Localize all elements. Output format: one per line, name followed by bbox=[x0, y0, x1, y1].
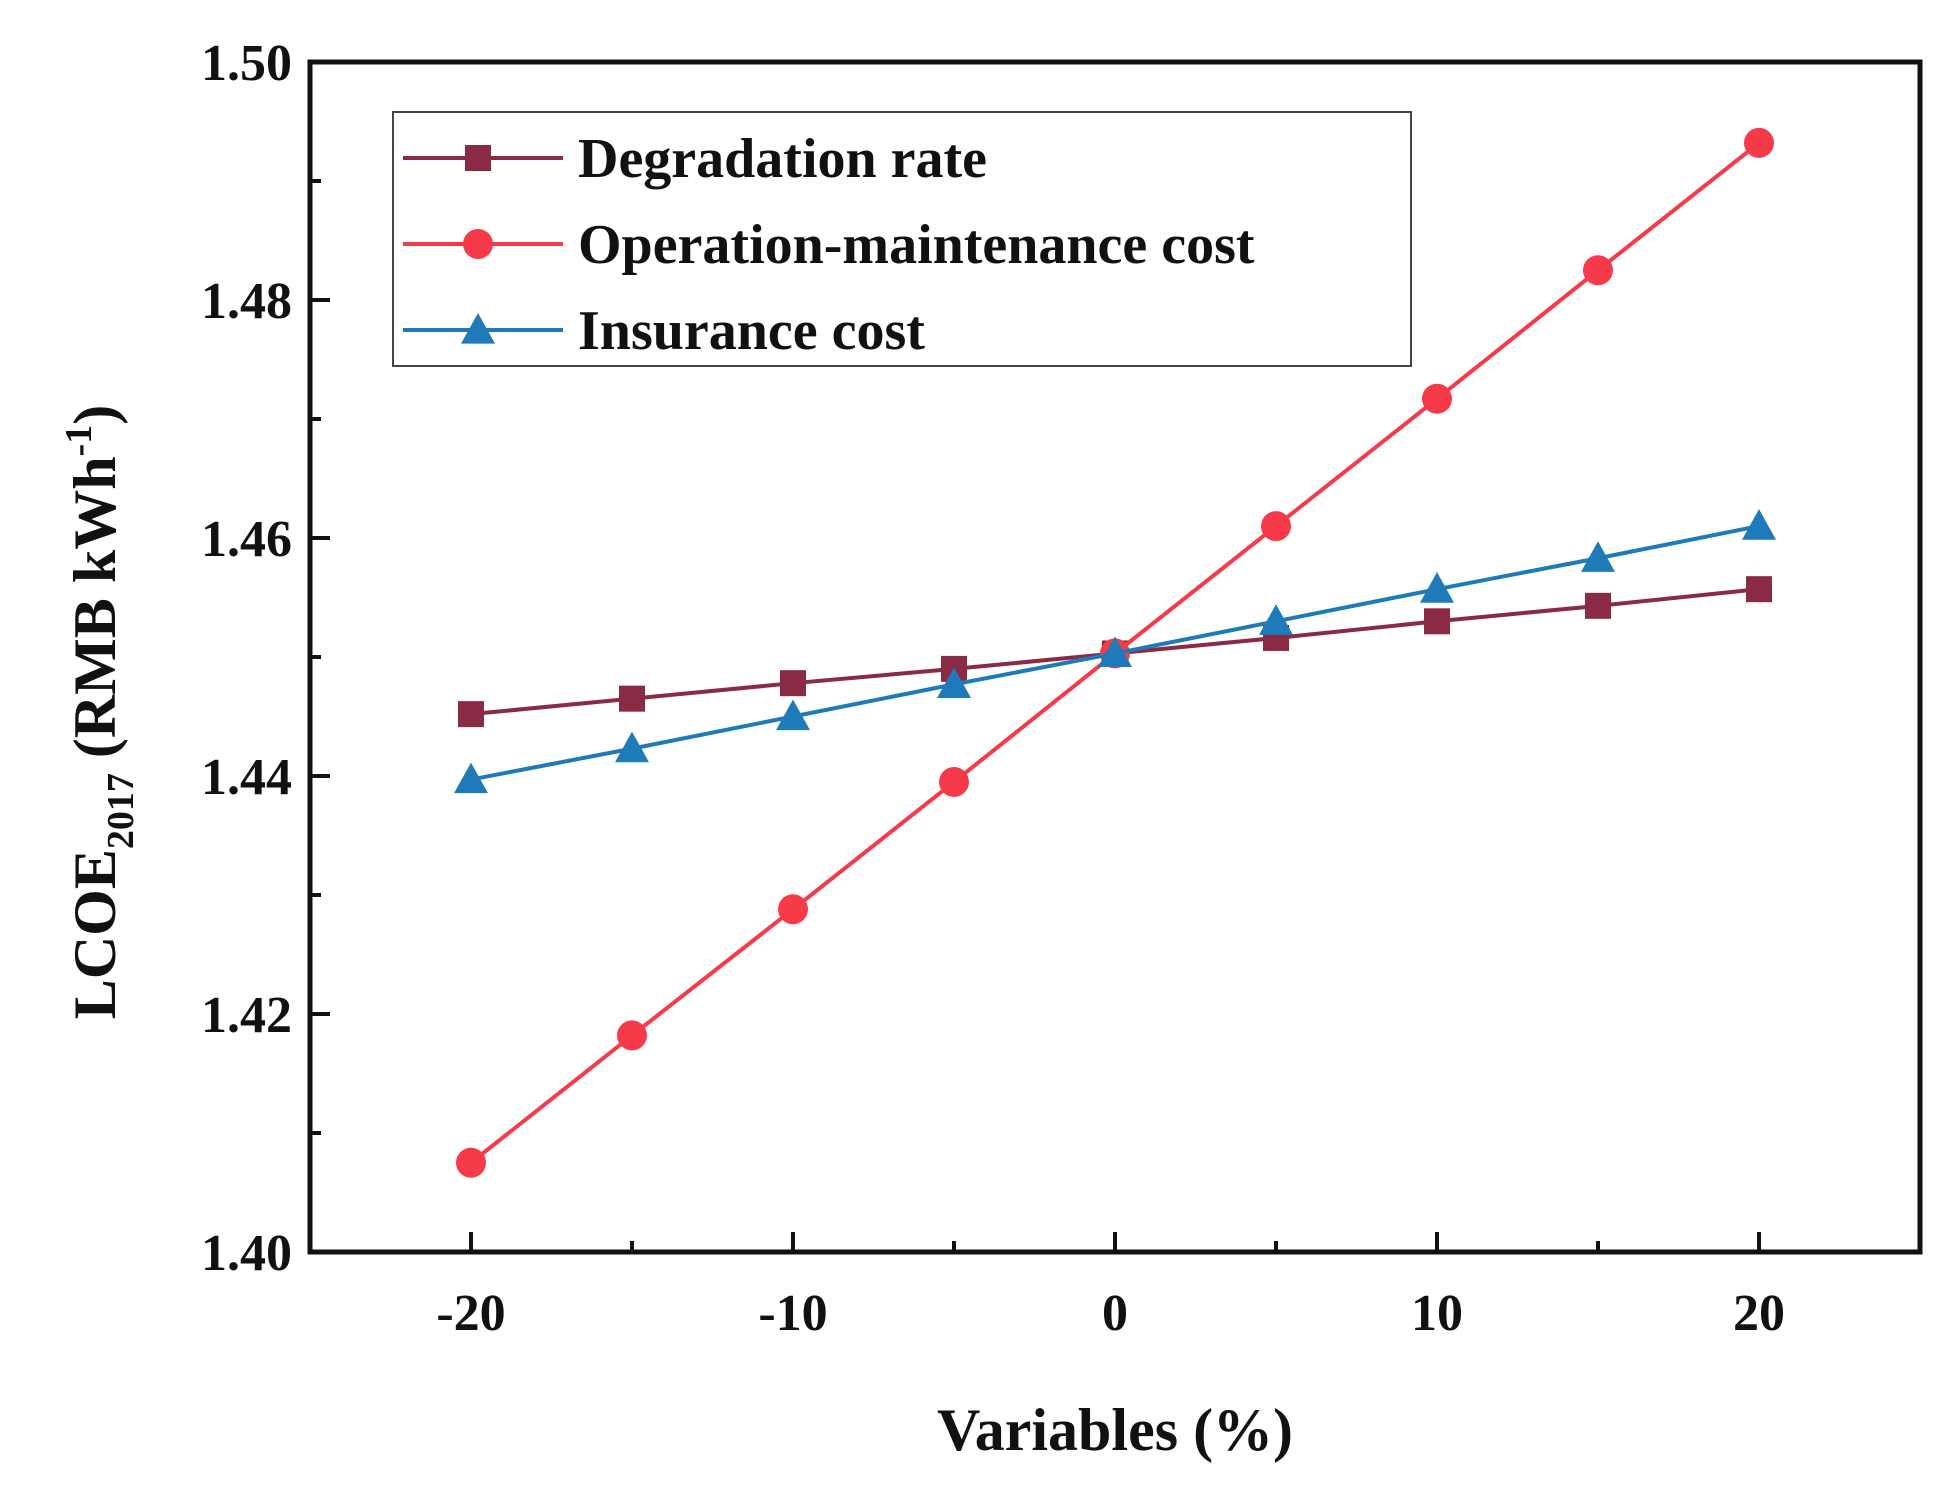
data-point bbox=[1420, 572, 1454, 603]
data-point bbox=[1098, 636, 1132, 668]
legend-item: Insurance cost bbox=[403, 300, 925, 362]
data-point bbox=[458, 701, 484, 728]
data-point bbox=[1424, 608, 1450, 635]
data-point bbox=[778, 894, 808, 925]
data-point bbox=[456, 1147, 486, 1178]
series-triangle bbox=[454, 509, 1776, 794]
data-point bbox=[1581, 541, 1615, 572]
legend-label: Operation-maintenance cost bbox=[578, 214, 1255, 276]
data-point bbox=[780, 670, 806, 697]
y-tick-label: 1.46 bbox=[201, 511, 292, 568]
data-point bbox=[1422, 383, 1452, 414]
data-point bbox=[1583, 255, 1613, 286]
y-axis-title-unit-close: ) bbox=[62, 405, 128, 425]
y-axis-title-main: LCOE bbox=[62, 849, 128, 1019]
y-axis-title-subscript: 2017 bbox=[100, 773, 142, 849]
data-point bbox=[1742, 509, 1776, 540]
x-axis-title: Variables (%) bbox=[937, 1397, 1293, 1463]
legend-label: Insurance cost bbox=[578, 300, 925, 362]
y-axis-title-unit-open: (RMB kWh bbox=[62, 456, 128, 773]
legend-marker bbox=[461, 313, 495, 344]
y-axis-title-superscript: -1 bbox=[58, 425, 100, 457]
x-tick-label: 0 bbox=[1102, 1285, 1128, 1342]
legend-marker bbox=[465, 145, 491, 171]
axis-tick-labels: -20 -10 0 10 20 1.40 1.42 1.44 1.46 1.48 1.50 bbox=[201, 35, 1785, 1342]
y-tick-label: 1.48 bbox=[201, 273, 292, 330]
x-tick-label: 20 bbox=[1733, 1285, 1785, 1342]
x-tick-label: -10 bbox=[758, 1285, 827, 1342]
data-point bbox=[617, 1020, 647, 1051]
data-series bbox=[454, 127, 1776, 1178]
legend-items: Degradation rate Operation-maintenance co… bbox=[403, 128, 1255, 362]
y-tick-label: 1.50 bbox=[201, 35, 292, 92]
x-tick-label: 10 bbox=[1411, 1285, 1463, 1342]
data-point bbox=[615, 731, 649, 763]
data-point bbox=[1261, 511, 1291, 542]
data-point bbox=[454, 762, 488, 794]
data-point bbox=[1585, 592, 1611, 619]
data-point bbox=[1744, 127, 1774, 158]
data-point bbox=[939, 766, 969, 797]
legend-item: Operation-maintenance cost bbox=[403, 214, 1255, 276]
legend-marker bbox=[463, 229, 493, 259]
y-axis-title: LCOE2017 (RMB kWh-1) bbox=[58, 405, 142, 1019]
data-point bbox=[1259, 604, 1293, 635]
legend-box bbox=[392, 111, 1412, 367]
y-tick-label: 1.42 bbox=[201, 987, 292, 1044]
data-point bbox=[1746, 576, 1772, 603]
legend-label: Degradation rate bbox=[578, 128, 987, 190]
y-tick-label: 1.40 bbox=[201, 1225, 292, 1282]
data-point bbox=[937, 667, 971, 698]
x-tick-label: -20 bbox=[436, 1285, 505, 1342]
legend-item: Degradation rate bbox=[403, 128, 987, 190]
data-point bbox=[776, 699, 810, 731]
y-tick-label: 1.44 bbox=[201, 749, 292, 806]
data-point bbox=[619, 685, 645, 712]
plot-area-frame bbox=[307, 59, 1923, 1255]
legend: Degradation rate Operation-maintenance co… bbox=[392, 111, 1412, 367]
